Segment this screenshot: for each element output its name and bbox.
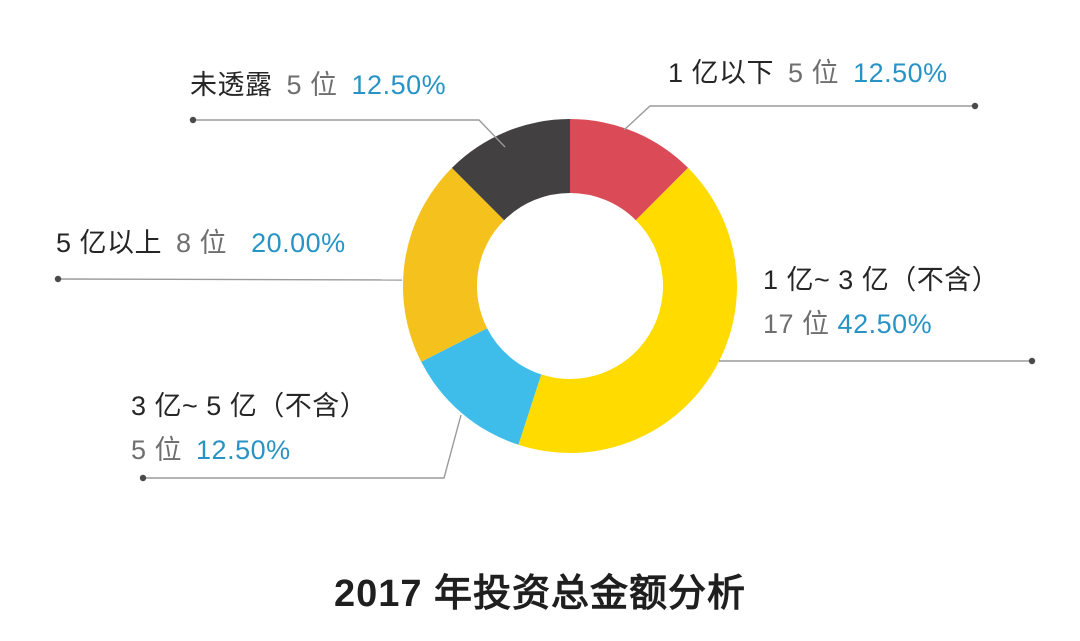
segment-count: 8 位 <box>176 228 228 258</box>
segment-name: 1 亿~ 3 亿（不含） <box>763 265 1000 295</box>
leader-line-undisclosed <box>193 119 506 148</box>
leader-line-over-5 <box>57 278 403 281</box>
callout-3-to-5: 3 亿~ 5 亿（不含） 5 位 12.50% <box>131 384 367 472</box>
segment-count: 17 位 <box>763 309 830 339</box>
segment-count: 5 位 <box>131 435 183 465</box>
leader-line-under-1 <box>623 105 975 131</box>
segment-count: 5 位 <box>788 58 840 88</box>
leader-dot-under-1 <box>971 102 979 110</box>
segment-name: 5 亿以上 <box>56 228 163 258</box>
segment-count: 5 位 <box>286 70 338 100</box>
chart-title: 2017 年投资总金额分析 <box>333 573 747 615</box>
donut-slices <box>402 118 737 453</box>
segment-name: 3 亿~ 5 亿（不含） <box>131 391 368 421</box>
leader-line-3-to-5 <box>143 414 462 479</box>
segment-name: 未透露 <box>190 70 273 100</box>
callout-line-2: 5 位 12.50% <box>131 428 367 472</box>
leader-dot-over-5 <box>54 275 62 283</box>
callout-line-1: 3 亿~ 5 亿（不含） <box>131 384 367 428</box>
segment-percent: 20.00% <box>251 228 346 258</box>
segment-name: 1 亿以下 <box>668 58 775 88</box>
slice-under-1 <box>570 119 689 221</box>
leader-dot-3-to-5 <box>139 474 147 482</box>
callout-over-5: 5 亿以上 8 位 20.00% <box>56 226 346 260</box>
callout-line-1: 1 亿~ 3 亿（不含） <box>763 258 999 302</box>
leader-dot-undisclosed <box>189 116 197 124</box>
segment-percent: 12.50% <box>853 58 948 88</box>
callout-undisclosed: 未透露 5 位 12.50% <box>190 68 446 102</box>
callout-line-2: 17 位 42.50% <box>763 302 999 346</box>
slice-1-to-3 <box>518 167 737 453</box>
callout-under-1: 1 亿以下 5 位 12.50% <box>668 56 948 90</box>
slice-over-5 <box>402 167 505 362</box>
segment-percent: 12.50% <box>196 435 291 465</box>
slice-undisclosed <box>451 118 570 221</box>
leader-lines <box>54 102 1036 482</box>
segment-percent: 42.50% <box>837 309 933 339</box>
slice-3-to-5 <box>421 328 542 445</box>
callout-1-to-3: 1 亿~ 3 亿（不含） 17 位 42.50% <box>763 258 999 346</box>
segment-percent: 12.50% <box>351 70 447 100</box>
leader-dot-1-to-3 <box>1028 357 1036 365</box>
